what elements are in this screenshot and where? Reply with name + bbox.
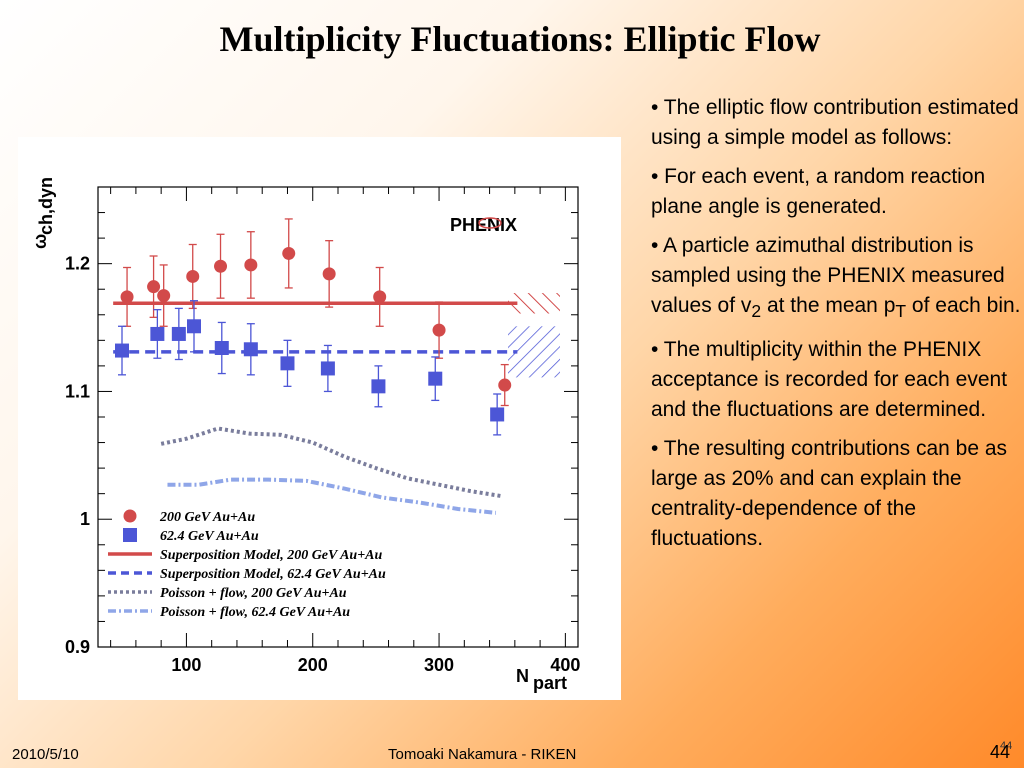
legend-marker-200 (123, 509, 137, 523)
bullet-3: • A particle azimuthal distribution is s… (651, 234, 1021, 322)
x-tick-label: 200 (298, 655, 328, 675)
footer-page-small: 44 (1000, 740, 1013, 752)
point-62-gev (187, 319, 201, 334)
legend-label: Poisson + flow, 200 GeV Au+Au (160, 586, 347, 601)
point-62-gev (280, 356, 295, 371)
y-axis-label-sub: ch,dyn (36, 177, 56, 235)
point-62-gev (320, 361, 335, 376)
point-62-gev (214, 341, 229, 355)
bullet-list: • The elliptic flow contribution estimat… (651, 93, 1021, 563)
legend-label: Poisson + flow, 62.4 GeV Au+Au (160, 605, 350, 620)
legend-label: 200 GeV Au+Au (159, 510, 255, 525)
point-62-gev (150, 326, 165, 341)
slide-title: Multiplicity Fluctuations: Elliptic Flow (219, 19, 821, 59)
legend-marker-62 (123, 528, 137, 542)
point-200-gev (322, 267, 336, 281)
bullet-5: • The resulting contributions can be as … (651, 437, 1008, 551)
legend-label: Superposition Model, 200 GeV Au+Au (160, 548, 383, 563)
point-200-gev (373, 290, 387, 304)
point-200-gev (186, 269, 200, 283)
point-200-gev (120, 290, 134, 304)
x-tick-label: 300 (424, 655, 454, 675)
poisson-flow-200-curve (160, 426, 503, 499)
point-200-gev (147, 280, 161, 294)
point-200-gev (214, 259, 228, 273)
point-200-gev (432, 323, 446, 337)
omega-vs-npart-plot: 100 200 300 400 0.9 1 1.1 1.2 N part ωch,dyn PHENIX… (30, 177, 580, 693)
point-200-gev (282, 246, 296, 260)
footer-date: 2010/5/10 (12, 746, 79, 763)
point-200-gev (157, 289, 171, 303)
point-62-gev (115, 343, 129, 358)
y-axis-label-symbol: ω (30, 234, 50, 249)
bullet-2: • For each event, a random reaction plan… (651, 165, 986, 218)
x-axis-label-sub: part (533, 673, 567, 693)
point-62-gev (490, 407, 505, 422)
y-tick-label: 1.1 (65, 381, 90, 401)
point-62-gev (243, 342, 258, 357)
phenix-logo-swoosh (478, 217, 502, 229)
legend-label: Superposition Model, 62.4 GeV Au+Au (160, 567, 386, 582)
poisson-flow-62-curve (167, 477, 497, 515)
bullet-4: • The multiplicity within the PHENIX acc… (651, 338, 1008, 422)
footer-author: Tomoaki Nakamura - RIKEN (388, 746, 577, 763)
footer-page-number: 44 (990, 742, 1011, 762)
bullet-1: • The elliptic flow contribution estimat… (651, 96, 1019, 149)
y-tick-label: 1.2 (65, 254, 90, 274)
y-tick-label: 1 (80, 509, 90, 529)
y-axis-label: ωch,dyn (30, 177, 56, 249)
syst-band-200 (508, 293, 560, 314)
point-200-gev (498, 378, 512, 392)
point-62-gev (428, 371, 443, 386)
x-axis-label: N (516, 666, 529, 686)
y-tick-label: 0.9 (65, 637, 90, 657)
x-tick-label: 100 (171, 655, 201, 675)
legend-label: 62.4 GeV Au+Au (160, 529, 259, 544)
x-tick-label: 400 (550, 655, 580, 675)
point-62-gev (171, 326, 186, 341)
phenix-logo: PHENIX (450, 215, 517, 235)
point-200-gev (244, 258, 258, 272)
point-62-gev (371, 379, 386, 394)
